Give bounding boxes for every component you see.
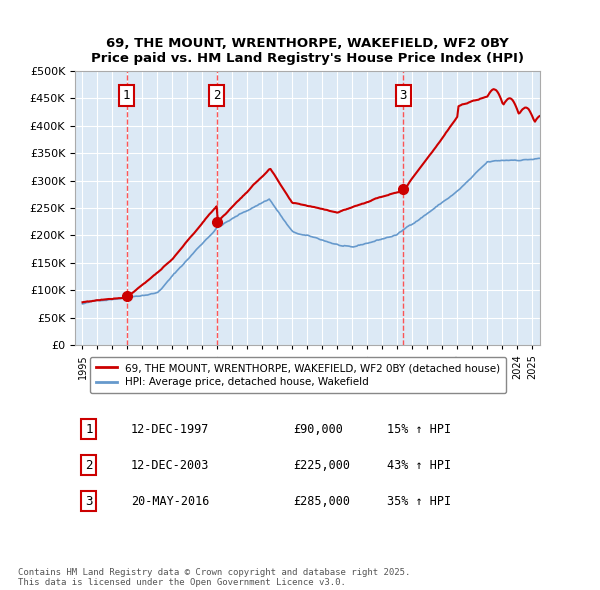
Text: 1: 1 <box>123 89 130 102</box>
Text: 12-DEC-2003: 12-DEC-2003 <box>131 458 209 471</box>
Text: 15% ↑ HPI: 15% ↑ HPI <box>386 422 451 435</box>
Text: £90,000: £90,000 <box>293 422 343 435</box>
Text: 43% ↑ HPI: 43% ↑ HPI <box>386 458 451 471</box>
Text: £285,000: £285,000 <box>293 494 350 507</box>
Text: 2: 2 <box>85 458 93 471</box>
Text: 12-DEC-1997: 12-DEC-1997 <box>131 422 209 435</box>
Text: 1: 1 <box>85 422 93 435</box>
Text: 3: 3 <box>85 494 93 507</box>
Legend: 69, THE MOUNT, WRENTHORPE, WAKEFIELD, WF2 0BY (detached house), HPI: Average pri: 69, THE MOUNT, WRENTHORPE, WAKEFIELD, WF… <box>89 357 506 394</box>
Title: 69, THE MOUNT, WRENTHORPE, WAKEFIELD, WF2 0BY
Price paid vs. HM Land Registry's : 69, THE MOUNT, WRENTHORPE, WAKEFIELD, WF… <box>91 38 524 65</box>
Text: 3: 3 <box>400 89 407 102</box>
Text: 35% ↑ HPI: 35% ↑ HPI <box>386 494 451 507</box>
Text: £225,000: £225,000 <box>293 458 350 471</box>
Text: Contains HM Land Registry data © Crown copyright and database right 2025.
This d: Contains HM Land Registry data © Crown c… <box>18 568 410 587</box>
Text: 2: 2 <box>213 89 220 102</box>
Text: 20-MAY-2016: 20-MAY-2016 <box>131 494 209 507</box>
